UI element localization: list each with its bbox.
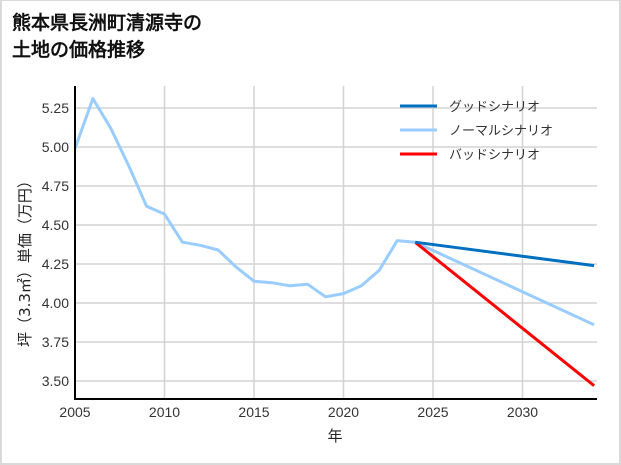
y-tick-label: 4.00 <box>42 295 69 311</box>
title-line-1: 熊本県長洲町清源寺の <box>12 12 203 34</box>
x-tick-label: 2020 <box>328 404 359 420</box>
y-tick-label: 3.50 <box>42 373 69 389</box>
x-axis-ticks: 2005 2010 2015 2020 2025 2030 <box>59 404 538 420</box>
x-tick-label: 2005 <box>59 404 90 420</box>
x-tick-label: 2030 <box>507 404 538 420</box>
y-tick-label: 4.75 <box>42 178 69 194</box>
y-axis-label: 坪（3.3㎡）単価（万円） <box>16 173 34 347</box>
legend: グッドシナリオ ノーマルシナリオ バッドシナリオ <box>400 100 553 163</box>
chart-title: 熊本県長洲町清源寺の 土地の価格推移 <box>12 10 202 64</box>
data-lines <box>73 97 596 387</box>
title-line-2: 土地の価格推移 <box>12 39 146 61</box>
x-tick-label: 2015 <box>238 404 269 420</box>
series-line <box>414 240 595 268</box>
y-axis-ticks: 5.25 5.00 4.75 4.50 4.25 4.00 3.75 3.50 <box>42 100 69 389</box>
series-line <box>414 240 595 327</box>
y-tick-label: 4.25 <box>42 256 69 272</box>
grid-lines <box>75 86 597 399</box>
legend-label-bad: バッドシナリオ <box>449 148 540 163</box>
series-line <box>73 97 416 299</box>
legend-label-good: グッドシナリオ <box>449 100 540 115</box>
x-axis-label: 年 <box>327 427 342 445</box>
y-tick-label: 3.75 <box>42 334 69 350</box>
series-line <box>414 241 596 387</box>
legend-label-normal: ノーマルシナリオ <box>449 124 553 139</box>
x-tick-label: 2010 <box>149 404 180 420</box>
y-tick-label: 4.50 <box>42 217 69 233</box>
y-tick-label: 5.00 <box>42 139 69 155</box>
x-tick-label: 2025 <box>417 404 448 420</box>
y-tick-label: 5.25 <box>42 100 69 116</box>
